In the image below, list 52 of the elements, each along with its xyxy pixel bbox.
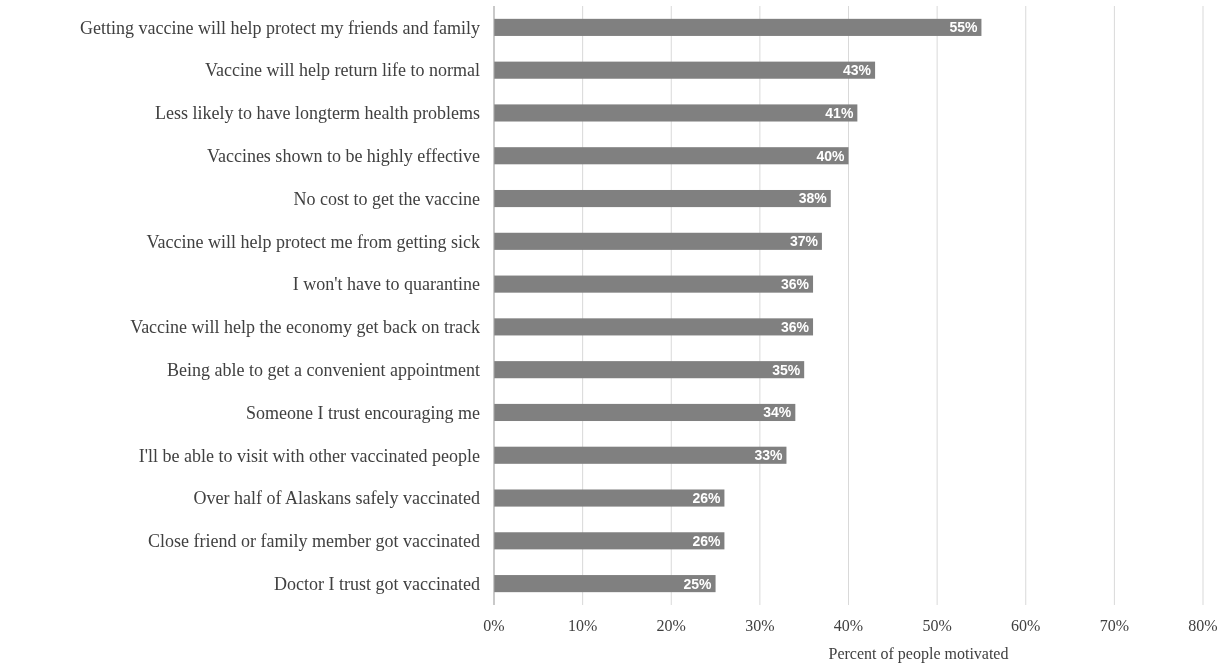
bar xyxy=(494,104,858,122)
y-tick-label: No cost to get the vaccine xyxy=(293,188,481,209)
bar xyxy=(494,275,814,293)
bar xyxy=(494,318,814,336)
x-tick-label: 0% xyxy=(483,617,505,634)
data-label: 38% xyxy=(798,190,828,207)
x-tick-label: 20% xyxy=(656,617,686,634)
bar xyxy=(494,489,725,507)
data-label: 25% xyxy=(683,575,713,592)
x-tick-label: 60% xyxy=(1011,617,1041,634)
x-axis-title: Percent of people motivated xyxy=(828,645,1009,663)
data-label: 26% xyxy=(692,532,721,549)
data-label: 37% xyxy=(789,233,819,250)
y-tick-label: Doctor I trust got vaccinated xyxy=(274,573,480,594)
data-label: 34% xyxy=(763,404,792,421)
x-tick-label: 30% xyxy=(745,617,775,634)
y-tick-label: I won't have to quarantine xyxy=(292,274,480,295)
bar xyxy=(494,232,822,250)
y-tick-label: Someone I trust encouraging me xyxy=(246,402,480,423)
bar xyxy=(494,361,805,379)
y-tick-label: Vaccine will help protect me from getting sick xyxy=(146,231,480,252)
bar xyxy=(494,147,849,165)
y-tick-label: Less likely to have longterm health problems xyxy=(155,103,480,124)
bar xyxy=(494,61,876,79)
bar xyxy=(494,446,787,464)
y-tick-label: Close friend or family member got vaccinated xyxy=(148,531,480,552)
x-tick-label: 70% xyxy=(1099,617,1130,634)
data-label: 43% xyxy=(843,62,872,79)
bar xyxy=(494,403,796,422)
x-tick-label: 50% xyxy=(922,617,952,634)
bar xyxy=(494,189,831,208)
y-tick-label: Over half of Alaskans safely vaccinated xyxy=(193,488,480,509)
bar xyxy=(494,532,725,550)
bar xyxy=(494,575,716,593)
data-label: 33% xyxy=(754,447,783,464)
y-tick-label: I'll be able to visit with other vaccinated people xyxy=(138,445,480,466)
x-tick-label: 80% xyxy=(1188,617,1218,634)
y-tick-label: Being able to get a convenient appointment xyxy=(167,359,480,380)
y-tick-label: Vaccine will help the economy get back on track xyxy=(130,317,480,338)
x-tick-label: 10% xyxy=(567,617,598,634)
data-label: 55% xyxy=(949,19,978,36)
data-label: 36% xyxy=(781,318,810,335)
y-tick-label: Vaccine will help return life to normal xyxy=(205,60,480,81)
x-tick-label: 40% xyxy=(833,617,864,634)
data-label: 36% xyxy=(781,276,810,293)
data-label: 26% xyxy=(692,489,721,506)
y-tick-label: Vaccines shown to be highly effective xyxy=(206,146,480,167)
bar xyxy=(494,18,982,36)
y-tick-label: Getting vaccine will help protect my friends and family xyxy=(80,17,480,38)
data-label: 41% xyxy=(825,104,854,121)
data-label: 35% xyxy=(772,361,801,378)
data-label: 40% xyxy=(816,147,846,164)
